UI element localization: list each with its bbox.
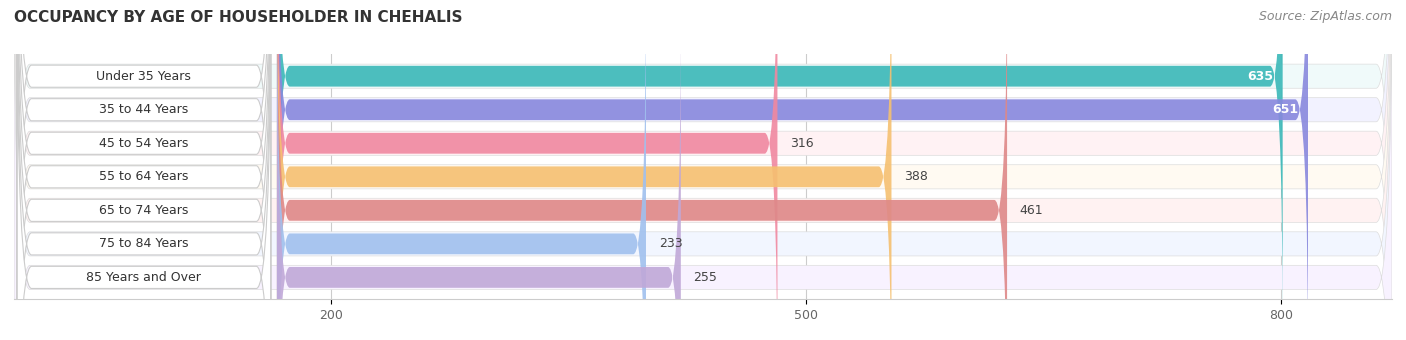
Text: 75 to 84 Years: 75 to 84 Years <box>100 237 188 250</box>
FancyBboxPatch shape <box>14 0 1392 340</box>
Text: 65 to 74 Years: 65 to 74 Years <box>100 204 188 217</box>
Text: 461: 461 <box>1019 204 1043 217</box>
FancyBboxPatch shape <box>17 0 270 340</box>
FancyBboxPatch shape <box>14 0 1392 340</box>
FancyBboxPatch shape <box>14 0 1392 340</box>
Text: Source: ZipAtlas.com: Source: ZipAtlas.com <box>1258 10 1392 23</box>
Text: 316: 316 <box>790 137 814 150</box>
Text: 233: 233 <box>658 237 682 250</box>
FancyBboxPatch shape <box>14 0 1392 340</box>
FancyBboxPatch shape <box>277 0 891 340</box>
Text: 651: 651 <box>1272 103 1299 116</box>
FancyBboxPatch shape <box>17 0 270 340</box>
Text: 635: 635 <box>1247 70 1274 83</box>
FancyBboxPatch shape <box>14 0 1392 340</box>
FancyBboxPatch shape <box>277 19 681 340</box>
Text: 35 to 44 Years: 35 to 44 Years <box>100 103 188 116</box>
FancyBboxPatch shape <box>14 0 1392 340</box>
Text: 55 to 64 Years: 55 to 64 Years <box>100 170 188 183</box>
FancyBboxPatch shape <box>277 0 1308 340</box>
FancyBboxPatch shape <box>277 0 645 340</box>
Text: OCCUPANCY BY AGE OF HOUSEHOLDER IN CHEHALIS: OCCUPANCY BY AGE OF HOUSEHOLDER IN CHEHA… <box>14 10 463 25</box>
FancyBboxPatch shape <box>17 0 270 340</box>
FancyBboxPatch shape <box>17 0 270 340</box>
Text: Under 35 Years: Under 35 Years <box>97 70 191 83</box>
FancyBboxPatch shape <box>277 0 778 340</box>
FancyBboxPatch shape <box>17 0 270 340</box>
FancyBboxPatch shape <box>277 0 1007 340</box>
FancyBboxPatch shape <box>277 0 1282 334</box>
Text: 255: 255 <box>693 271 717 284</box>
FancyBboxPatch shape <box>17 0 270 340</box>
Text: 85 Years and Over: 85 Years and Over <box>87 271 201 284</box>
Text: 388: 388 <box>904 170 928 183</box>
FancyBboxPatch shape <box>14 0 1392 340</box>
FancyBboxPatch shape <box>17 0 270 340</box>
Text: 45 to 54 Years: 45 to 54 Years <box>100 137 188 150</box>
